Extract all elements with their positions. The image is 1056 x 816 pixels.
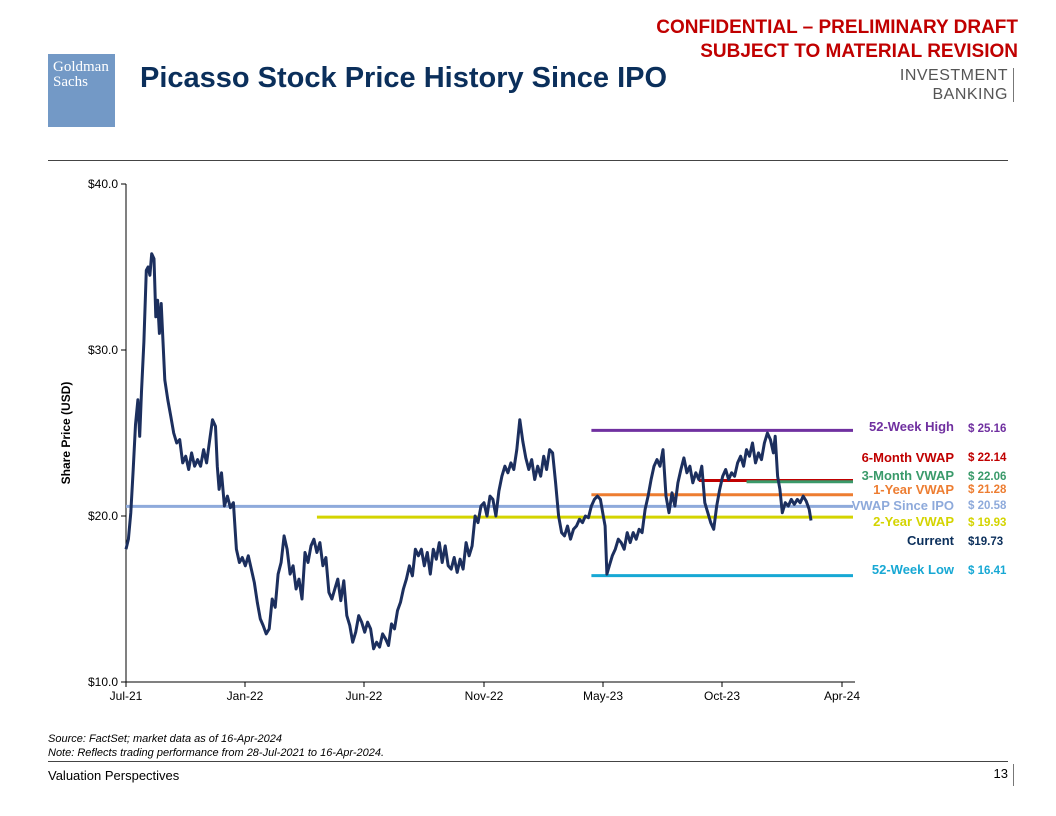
- source-note: Source: FactSet; market data as of 16-Ap…: [48, 733, 282, 745]
- reference-value: $ 25.16: [968, 423, 1006, 435]
- performance-note: Note: Reflects trading performance from …: [48, 747, 385, 759]
- x-tick-label: Jun-22: [346, 689, 383, 703]
- reference-value: $ 22.06: [968, 471, 1006, 483]
- reference-value: $ 20.58: [968, 500, 1007, 512]
- page-number: 13: [993, 766, 1008, 781]
- division-divider: [1013, 68, 1014, 102]
- x-tick-label: Apr-24: [824, 689, 860, 703]
- label-background: [858, 533, 964, 548]
- division-line-1: INVESTMENT: [899, 67, 1008, 84]
- reference-label: 2-Year VWAP: [873, 514, 954, 529]
- label-background: [858, 498, 964, 513]
- footer-section: Valuation Perspectives: [48, 768, 180, 783]
- division-line-2: BANKING: [932, 86, 1008, 103]
- division-label: INVESTMENT BANKING: [900, 66, 1008, 104]
- label-background: [858, 482, 964, 497]
- confidential-line-2: SUBJECT TO MATERIAL REVISION: [700, 41, 1018, 62]
- label-background: [858, 419, 964, 434]
- footer-rule: [48, 761, 1008, 762]
- price-series-line: [124, 252, 813, 651]
- reference-label: 1-Year VWAP: [873, 482, 954, 497]
- page-title: Picasso Stock Price History Since IPO: [140, 62, 668, 94]
- footer-divider: [1013, 764, 1014, 786]
- x-tick-label: Jul-21: [110, 689, 143, 703]
- reference-value: $ 22.14: [968, 452, 1007, 464]
- y-tick-label: $20.0: [88, 509, 118, 523]
- goldman-sachs-logo: Goldman Sachs: [48, 54, 115, 127]
- reference-label: VWAP Since IPO: [852, 498, 954, 513]
- x-tick-label: Oct-23: [704, 689, 740, 703]
- reference-label: 3-Month VWAP: [862, 468, 955, 483]
- label-background: [858, 450, 964, 465]
- reference-value: $ 16.41: [968, 565, 1007, 577]
- reference-label: Current: [907, 533, 955, 548]
- y-tick-label: $30.0: [88, 343, 118, 357]
- confidential-banner: CONFIDENTIAL – PRELIMINARY DRAFT SUBJECT…: [656, 16, 1018, 64]
- reference-value: $ 21.28: [968, 484, 1007, 496]
- reference-label: 52-Week Low: [872, 562, 955, 577]
- reference-label: 52-Week High: [869, 419, 954, 434]
- x-tick-label: Nov-22: [465, 689, 504, 703]
- y-axis-label: Share Price (USD): [59, 382, 73, 485]
- label-background: [858, 562, 964, 577]
- reference-label: 6-Month VWAP: [862, 450, 955, 465]
- reference-value: $19.73: [968, 536, 1003, 548]
- label-background: [858, 514, 964, 529]
- x-tick-label: May-23: [583, 689, 623, 703]
- confidential-line-1: CONFIDENTIAL – PRELIMINARY DRAFT: [656, 17, 1018, 38]
- logo-line-2: Sachs: [53, 74, 88, 90]
- header-rule: [48, 160, 1008, 161]
- x-tick-label: Jan-22: [227, 689, 264, 703]
- label-background: [858, 468, 964, 483]
- y-tick-label: $10.0: [88, 675, 118, 689]
- y-tick-label: $40.0: [88, 177, 118, 191]
- footnotes: Source: FactSet; market data as of 16-Ap…: [48, 732, 384, 760]
- reference-value: $ 19.93: [968, 517, 1006, 529]
- reference-labels: 52-Week High $ 25.16 6-Month VWAP $ 22.14 3-…: [852, 419, 1007, 577]
- logo-line-1: Goldman: [53, 59, 109, 75]
